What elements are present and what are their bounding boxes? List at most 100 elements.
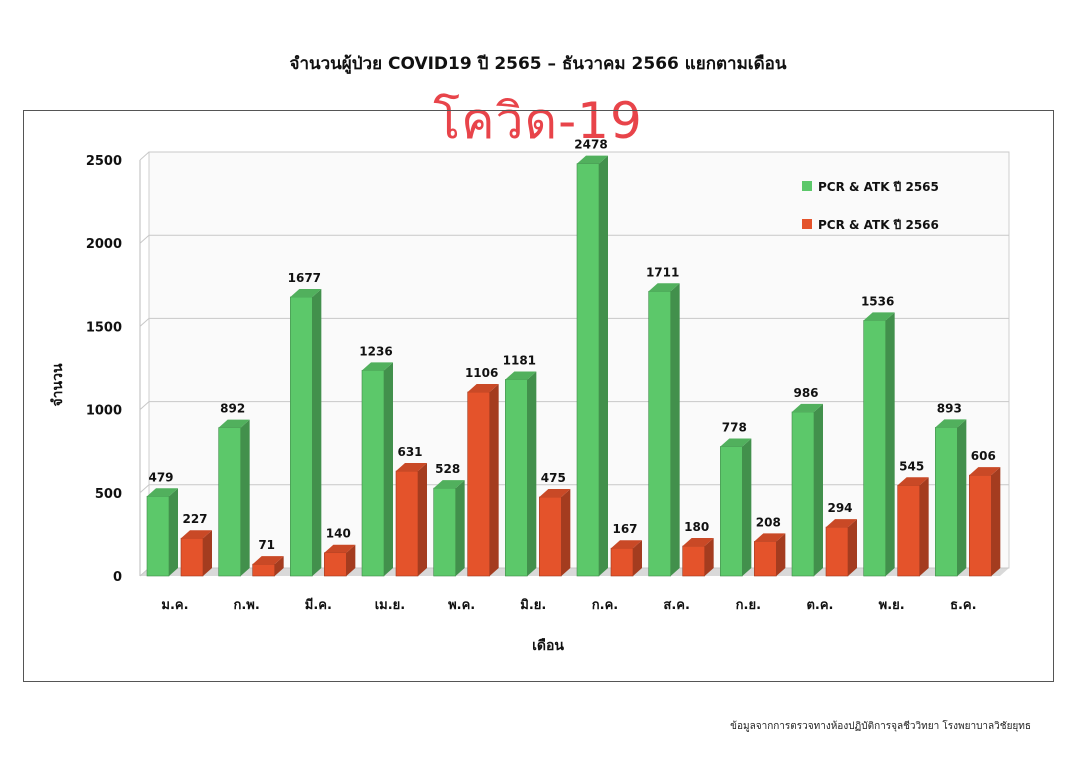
bar-top <box>792 403 823 412</box>
y-tick-label: 2000 <box>86 237 122 252</box>
bar-side <box>885 312 895 576</box>
bar-front <box>467 391 490 577</box>
bar-front <box>935 427 958 577</box>
bar-side <box>633 540 642 576</box>
bar-2566 <box>825 519 857 577</box>
bar-top <box>935 419 967 428</box>
gridline-depth <box>139 318 150 327</box>
bar-front <box>863 320 886 577</box>
bar-2565 <box>433 480 465 577</box>
data-label: 893 <box>937 401 962 415</box>
bar-2565 <box>146 488 178 577</box>
bar-front <box>180 537 204 577</box>
data-label: 294 <box>827 501 852 515</box>
bar-2565 <box>290 288 322 577</box>
bar-top <box>577 155 608 164</box>
bar-side <box>561 488 571 576</box>
bar-top <box>181 530 212 539</box>
bar-2565 <box>576 155 608 577</box>
x-tick-label: ก.ย. <box>736 598 761 613</box>
bar-top <box>754 533 786 542</box>
data-label: 892 <box>220 402 245 416</box>
bar-front <box>897 485 920 577</box>
data-label: 778 <box>722 421 747 435</box>
y-tick-label: 0 <box>113 570 122 585</box>
bar-2565 <box>863 312 895 577</box>
bar-side <box>384 362 393 576</box>
bar-2566 <box>467 383 499 577</box>
data-label: 167 <box>612 522 637 536</box>
y-axis-label: จำนวน <box>50 363 66 406</box>
bar-top <box>218 419 250 428</box>
bar-2565 <box>720 438 752 577</box>
bar-2565 <box>505 371 537 577</box>
data-labels: 479 227 ม.ค. 892 71 ก.พ. 1677 140 มี.ค. 1236 631 เม… <box>148 138 995 613</box>
data-label: 545 <box>899 459 924 473</box>
x-tick-label: ต.ค. <box>806 598 833 613</box>
data-label: 2478 <box>574 138 607 152</box>
data-label: 1236 <box>359 344 392 358</box>
bar-2565 <box>791 403 823 577</box>
data-label: 631 <box>397 445 422 459</box>
x-axis-label: เดือน <box>532 638 564 654</box>
bar-top <box>648 283 680 292</box>
bar-side <box>670 283 680 576</box>
legend-swatch-2565 <box>802 181 812 191</box>
bar-top <box>897 477 929 486</box>
bar-top <box>324 544 356 553</box>
bar-2566 <box>682 538 714 577</box>
bar-front <box>433 487 456 577</box>
bar-top <box>539 488 571 497</box>
bar-front <box>290 296 313 577</box>
x-tick-label: พ.ค. <box>448 598 475 613</box>
bar-side <box>527 371 537 576</box>
bar-front <box>218 427 241 577</box>
legend-swatch-2566 <box>802 219 812 229</box>
bar-2566 <box>539 488 571 577</box>
bar-side <box>169 488 178 576</box>
bar-front <box>252 563 275 577</box>
bar-front <box>324 552 347 577</box>
gridline-depth <box>139 151 150 161</box>
bar-top <box>505 371 537 380</box>
bar-2566 <box>754 533 786 577</box>
bar-2565 <box>361 362 393 577</box>
x-tick-label: มิ.ย. <box>520 598 546 613</box>
y-tick-label: 1000 <box>86 404 122 419</box>
bar-2566 <box>969 467 1001 577</box>
bar-side <box>240 419 250 576</box>
data-label: 1711 <box>646 265 679 279</box>
data-label: 606 <box>971 449 996 463</box>
bar-top <box>826 519 857 528</box>
chart-frame <box>23 110 1054 682</box>
bar-front <box>969 474 992 577</box>
data-label: 475 <box>541 471 566 485</box>
y-tick-label: 500 <box>95 487 122 502</box>
data-label: 986 <box>793 386 818 400</box>
bar-side <box>599 155 608 576</box>
chart-title: จำนวนผู้ป่วย COVID19 ปี 2565 – ธันวาคม 2… <box>289 54 787 74</box>
legend: PCR & ATK ปี 2565 PCR & ATK ปี 2566 <box>802 180 939 232</box>
data-label: 71 <box>258 538 275 552</box>
bar-top <box>290 288 322 297</box>
data-label: 140 <box>326 527 351 541</box>
bar-side <box>814 403 823 576</box>
chart-subtitle: โควิด-19 <box>433 92 643 150</box>
legend-label-2566: PCR & ATK ปี 2566 <box>818 218 939 232</box>
bar-top <box>863 312 895 321</box>
bar-front <box>539 496 562 577</box>
bar-top <box>433 480 465 489</box>
source-note: ข้อมูลจากการตรวจทางห้องปฏิบัติการจุลชีวว… <box>730 721 1031 732</box>
bar-front <box>361 370 385 577</box>
bars <box>146 155 1001 577</box>
bar-top <box>396 463 427 472</box>
bar-side <box>704 538 714 576</box>
bar-front <box>576 163 600 577</box>
bar-2565 <box>648 283 680 577</box>
gridline-depth <box>139 484 150 494</box>
bar-2565 <box>218 419 250 577</box>
x-tick-label: ธ.ค. <box>950 598 977 613</box>
bar-side <box>312 288 322 576</box>
bar-side <box>848 519 857 576</box>
